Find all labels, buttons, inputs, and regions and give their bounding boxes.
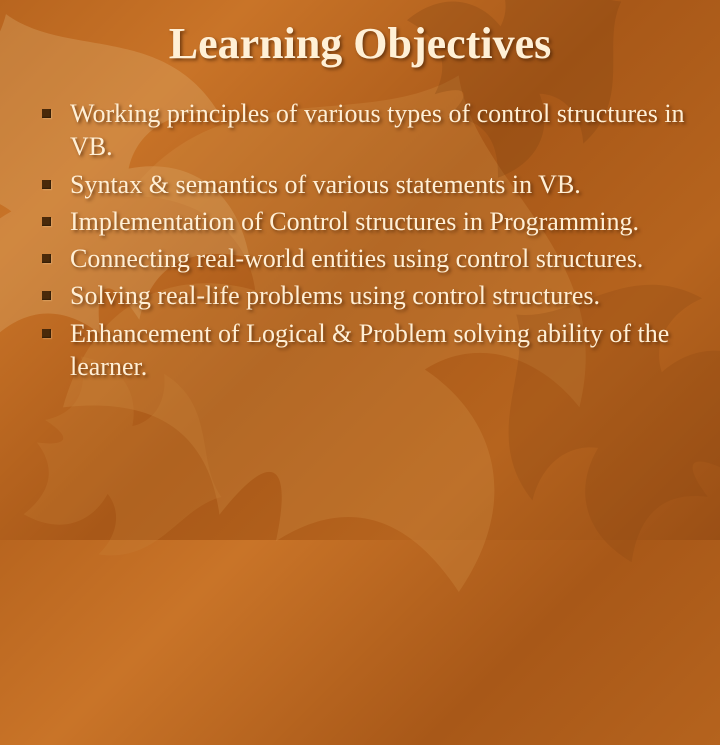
bullet-icon: [42, 180, 51, 189]
slide-title: Learning Objectives: [28, 18, 692, 69]
bullet-icon: [42, 254, 51, 263]
list-item-text: Solving real-life problems using control…: [70, 281, 600, 310]
list-item-text: Implementation of Control structures in …: [70, 207, 639, 236]
bullet-icon: [42, 109, 51, 118]
list-item: Enhancement of Logical & Problem solving…: [36, 317, 692, 384]
bullet-icon: [42, 291, 51, 300]
bullet-icon: [42, 329, 51, 338]
list-item: Solving real-life problems using control…: [36, 279, 692, 312]
list-item: Working principles of various types of c…: [36, 97, 692, 164]
list-item-text: Enhancement of Logical & Problem solving…: [70, 319, 669, 381]
list-item: Implementation of Control structures in …: [36, 205, 692, 238]
list-item-text: Syntax & semantics of various statements…: [70, 170, 581, 199]
list-item: Connecting real-world entities using con…: [36, 242, 692, 275]
list-item-text: Working principles of various types of c…: [70, 99, 685, 161]
list-item: Syntax & semantics of various statements…: [36, 168, 692, 201]
bullet-icon: [42, 217, 51, 226]
list-item-text: Connecting real-world entities using con…: [70, 244, 643, 273]
slide-content: Learning Objectives Working principles o…: [0, 0, 720, 540]
objectives-list: Working principles of various types of c…: [28, 97, 692, 383]
